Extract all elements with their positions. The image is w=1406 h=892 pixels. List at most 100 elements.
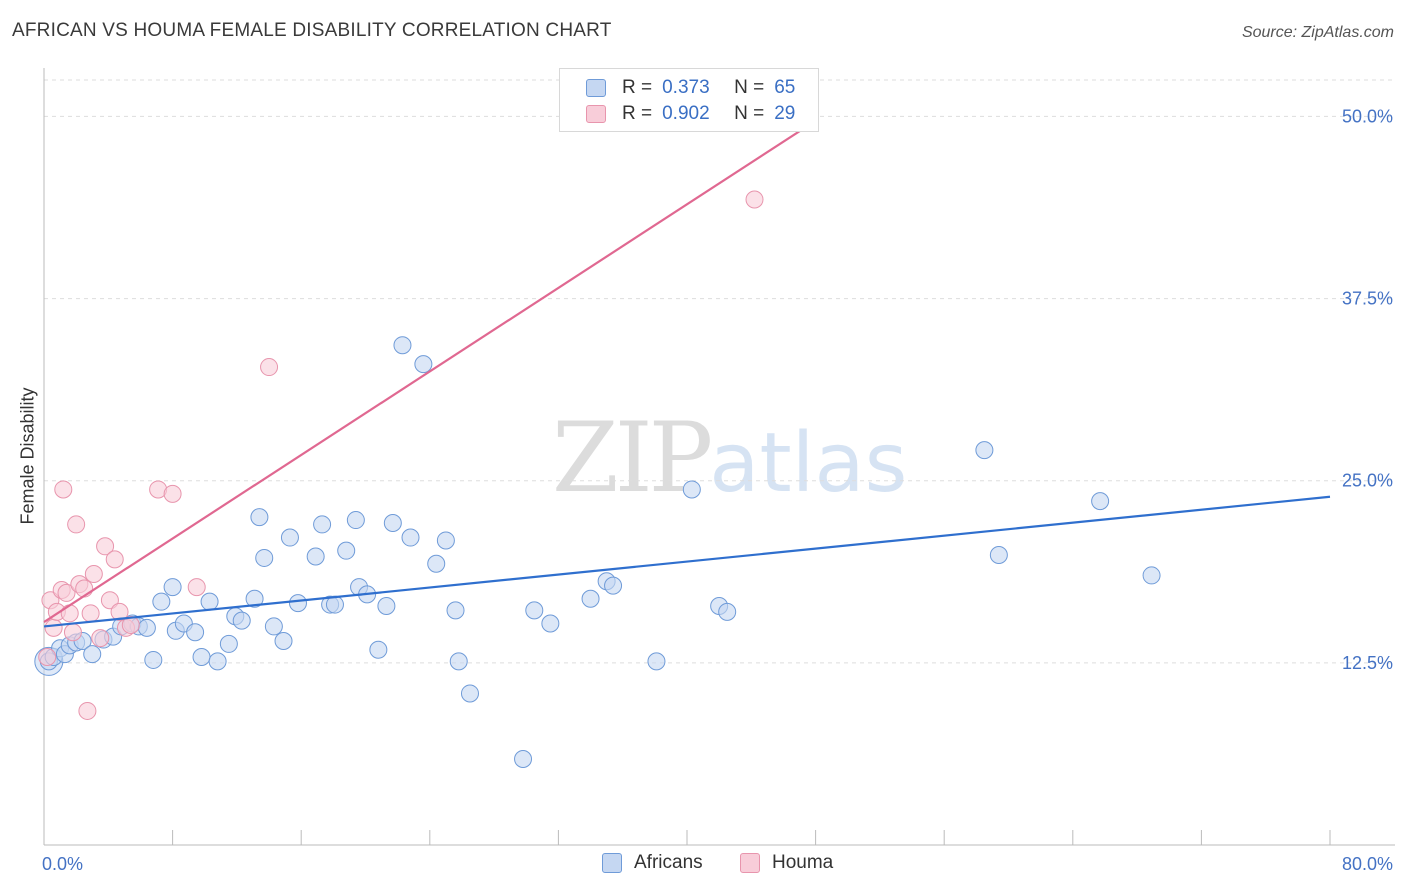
legend-r-value: 0.373 xyxy=(662,77,710,98)
legend-r-value: 0.902 xyxy=(662,103,710,124)
african-point xyxy=(514,750,533,769)
y-tick-label: 12.5% xyxy=(1342,653,1393,673)
legend-n-label: N = xyxy=(734,77,765,98)
african-point xyxy=(337,541,356,560)
african-point xyxy=(306,547,325,566)
african-point xyxy=(414,355,433,374)
axes xyxy=(43,68,1395,846)
legend-row-houma: R = 0.902 N = 29 xyxy=(586,101,795,127)
african-point xyxy=(682,480,701,499)
houma-point xyxy=(163,484,182,503)
legend-swatch-houma xyxy=(586,105,606,123)
african-point xyxy=(200,592,219,611)
african-point xyxy=(449,652,468,671)
houma-point xyxy=(60,604,79,623)
legend-swatch-africans xyxy=(586,79,606,97)
chart-source: Source: ZipAtlas.com xyxy=(1241,24,1394,41)
legend-r-label: R = xyxy=(622,77,653,98)
african-point xyxy=(989,546,1008,565)
houma-point xyxy=(78,701,97,720)
african-point xyxy=(427,554,446,573)
african-point xyxy=(604,576,623,595)
african-point xyxy=(313,515,332,534)
african-point xyxy=(144,650,163,669)
african-point xyxy=(186,623,205,642)
african-point xyxy=(460,684,479,703)
houma-point xyxy=(105,550,124,569)
african-point xyxy=(377,597,396,616)
trend-lines xyxy=(43,119,1331,628)
series-swatch-houma xyxy=(740,853,760,873)
y-tick-label: 37.5% xyxy=(1342,289,1393,309)
x-tick-label: 0.0% xyxy=(42,854,83,874)
african-point xyxy=(975,441,994,460)
houma-trend-line xyxy=(43,119,817,623)
houma-point xyxy=(67,515,86,534)
houma-point xyxy=(84,564,103,583)
houma-point xyxy=(63,623,82,642)
houma-point xyxy=(745,190,764,209)
african-point xyxy=(152,592,171,611)
series-legend-houma[interactable]: Houma xyxy=(740,852,833,874)
african-point xyxy=(250,508,269,527)
african-point xyxy=(137,618,156,637)
legend-n-value: 65 xyxy=(774,77,796,98)
series-legend: Africans Houma xyxy=(0,852,1406,878)
y-tick-label: 50.0% xyxy=(1342,106,1393,126)
houma-point xyxy=(38,648,57,667)
houma-point xyxy=(260,358,279,377)
african-point xyxy=(264,617,283,636)
houma-point xyxy=(100,591,119,610)
correlation-legend: R = 0.373 N = 65 R = 0.902 N = 29 xyxy=(559,68,819,132)
series-legend-africans[interactable]: Africans xyxy=(602,852,703,874)
african-point xyxy=(369,640,388,659)
houma-point xyxy=(121,615,140,634)
african-trend-line xyxy=(43,495,1331,628)
african-point xyxy=(1091,492,1110,511)
houma-point xyxy=(54,480,73,499)
houma-point xyxy=(81,604,100,623)
african-point xyxy=(383,513,402,532)
legend-row-africans: R = 0.373 N = 65 xyxy=(586,75,795,101)
african-point xyxy=(280,528,299,547)
series-name-houma: Houma xyxy=(772,852,834,873)
series-swatch-africans xyxy=(602,853,622,873)
african-point xyxy=(541,614,560,633)
african-point xyxy=(647,652,666,671)
houma-point xyxy=(187,578,206,597)
african-point xyxy=(288,594,307,613)
grid-lines xyxy=(44,79,1395,664)
african-point xyxy=(208,652,227,671)
african-point xyxy=(274,632,293,650)
series-name-africans: Africans xyxy=(634,852,703,873)
african-point xyxy=(393,336,412,355)
chart-title: AFRICAN VS HOUMA FEMALE DISABILITY CORRE… xyxy=(12,20,612,41)
african-point xyxy=(401,528,420,547)
x-tick-label: 80.0% xyxy=(1342,854,1393,874)
houma-point xyxy=(57,583,76,602)
tick-labels: 12.5% 25.0% 37.5% 50.0% 0.0% 80.0% xyxy=(42,106,1393,874)
african-point xyxy=(219,634,238,653)
african-point xyxy=(446,601,465,620)
houma-point xyxy=(44,618,63,637)
african-point xyxy=(1142,566,1161,585)
african-point xyxy=(581,589,600,608)
data-points xyxy=(34,190,1161,769)
african-point xyxy=(255,548,274,567)
african-point xyxy=(232,611,251,630)
african-point xyxy=(83,645,102,664)
houma-point xyxy=(91,629,110,648)
houma-point xyxy=(75,579,94,598)
african-point xyxy=(192,648,211,667)
african-point xyxy=(718,602,737,621)
african-point xyxy=(163,578,182,597)
african-point xyxy=(346,511,365,530)
african-point xyxy=(436,531,455,550)
african-point xyxy=(525,601,544,620)
legend-n-label: N = xyxy=(734,103,765,124)
legend-r-label: R = xyxy=(622,103,653,124)
houma-point xyxy=(96,537,115,556)
y-tick-label: 25.0% xyxy=(1342,471,1393,491)
legend-n-value: 29 xyxy=(774,103,796,124)
